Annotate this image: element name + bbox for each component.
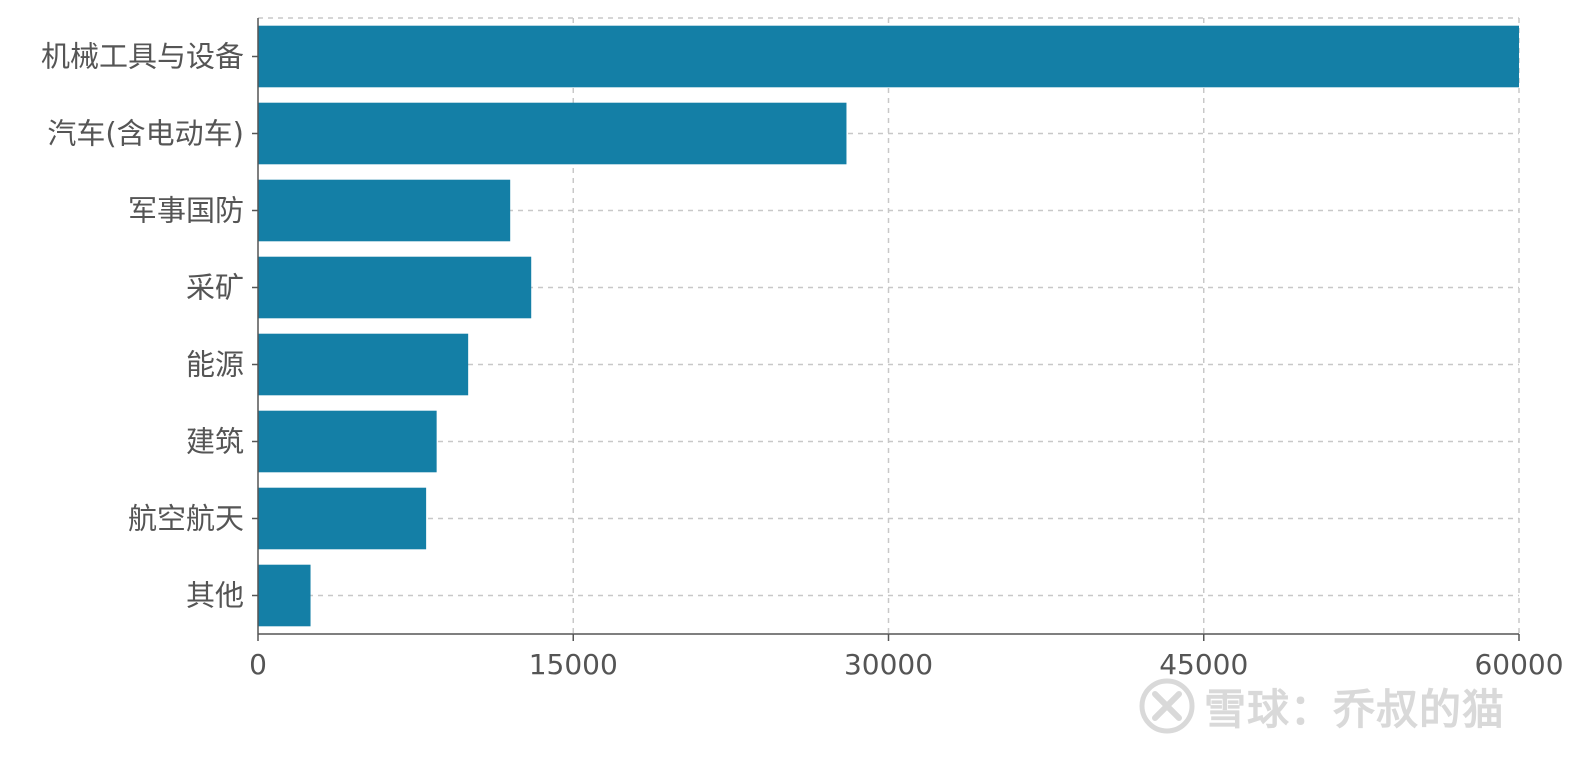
x-tick-label: 45000 xyxy=(1159,648,1248,681)
bar xyxy=(258,256,532,319)
bar xyxy=(258,564,311,627)
bar xyxy=(258,333,469,396)
watermark: 雪球：乔叔的猫 xyxy=(1138,677,1505,735)
bar xyxy=(258,410,437,473)
x-tick-label: 0 xyxy=(249,648,267,681)
y-tick-label: 机械工具与设备 xyxy=(41,40,244,74)
x-tick-label: 30000 xyxy=(844,648,933,681)
y-tick-label: 军事国防 xyxy=(128,194,244,228)
watermark-text: 雪球：乔叔的猫 xyxy=(1204,684,1506,734)
y-tick-label: 汽车(含电动车) xyxy=(47,117,244,151)
snowball-logo-icon xyxy=(1139,678,1195,734)
y-tick-label: 其他 xyxy=(186,579,244,613)
y-tick-label: 能源 xyxy=(186,348,244,382)
bar xyxy=(258,25,1519,88)
axes xyxy=(252,18,1520,641)
x-tick-label: 15000 xyxy=(529,648,618,681)
bar xyxy=(258,487,427,550)
x-tick-label: 60000 xyxy=(1474,648,1563,681)
y-tick-label: 建筑 xyxy=(186,425,244,459)
bar xyxy=(258,102,847,165)
bars xyxy=(258,25,1519,627)
y-tick-label: 采矿 xyxy=(186,271,244,305)
y-tick-label: 航空航天 xyxy=(128,502,244,536)
bar xyxy=(258,179,511,242)
